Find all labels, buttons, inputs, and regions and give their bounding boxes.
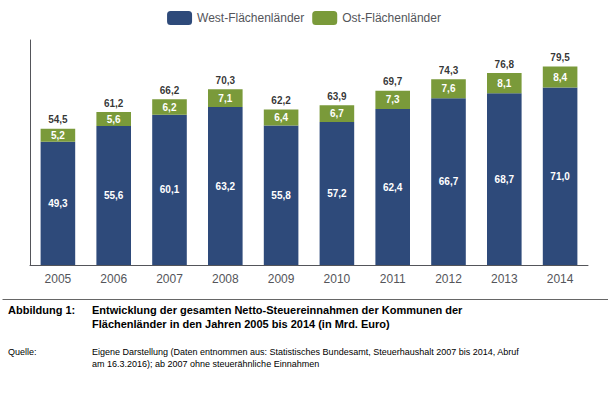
svg-text:76,8: 76,8 bbox=[495, 59, 515, 70]
svg-text:8,1: 8,1 bbox=[497, 78, 511, 89]
svg-text:6,2: 6,2 bbox=[163, 102, 177, 113]
svg-text:2006: 2006 bbox=[100, 272, 127, 286]
svg-text:2007: 2007 bbox=[156, 272, 183, 286]
svg-text:79,5: 79,5 bbox=[550, 52, 570, 63]
svg-text:66,7: 66,7 bbox=[439, 176, 459, 187]
svg-text:Flächenländer in den Jahren 20: Flächenländer in den Jahren 2005 bis 201… bbox=[92, 318, 390, 330]
svg-text:Entwicklung der gesamten Netto: Entwicklung der gesamten Netto-Steuerein… bbox=[92, 304, 463, 316]
svg-text:am 16.3.2016); ab 2007 ohne st: am 16.3.2016); ab 2007 ohne steuerähnlic… bbox=[92, 359, 319, 369]
svg-text:2009: 2009 bbox=[268, 272, 295, 286]
svg-text:68,7: 68,7 bbox=[495, 174, 515, 185]
svg-text:61,2: 61,2 bbox=[104, 98, 124, 109]
svg-text:2014: 2014 bbox=[547, 272, 574, 286]
svg-text:5,6: 5,6 bbox=[107, 114, 121, 125]
svg-text:74,3: 74,3 bbox=[439, 65, 459, 76]
svg-text:63,9: 63,9 bbox=[327, 91, 347, 102]
svg-text:8,4: 8,4 bbox=[553, 72, 567, 83]
svg-text:2005: 2005 bbox=[45, 272, 72, 286]
svg-text:5,2: 5,2 bbox=[51, 130, 65, 141]
svg-text:71,0: 71,0 bbox=[550, 171, 570, 182]
svg-text:2011: 2011 bbox=[380, 272, 406, 286]
svg-text:2013: 2013 bbox=[491, 272, 518, 286]
svg-text:7,3: 7,3 bbox=[386, 94, 400, 105]
svg-text:62,2: 62,2 bbox=[271, 95, 291, 106]
svg-text:54,5: 54,5 bbox=[48, 114, 68, 125]
svg-text:55,6: 55,6 bbox=[104, 190, 124, 201]
svg-text:66,2: 66,2 bbox=[160, 85, 180, 96]
svg-text:63,2: 63,2 bbox=[216, 181, 236, 192]
svg-text:6,7: 6,7 bbox=[330, 108, 344, 119]
svg-text:2012: 2012 bbox=[435, 272, 462, 286]
svg-text:49,3: 49,3 bbox=[48, 198, 68, 209]
svg-text:6,4: 6,4 bbox=[274, 112, 288, 123]
svg-text:57,2: 57,2 bbox=[327, 188, 347, 199]
svg-text:7,1: 7,1 bbox=[218, 93, 232, 104]
svg-text:60,1: 60,1 bbox=[160, 184, 180, 195]
svg-text:70,3: 70,3 bbox=[216, 75, 236, 86]
svg-text:2010: 2010 bbox=[324, 272, 351, 286]
svg-text:69,7: 69,7 bbox=[383, 76, 403, 87]
svg-text:55,8: 55,8 bbox=[271, 190, 291, 201]
svg-text:West-Flächenländer: West-Flächenländer bbox=[197, 11, 304, 25]
svg-text:62,4: 62,4 bbox=[383, 182, 403, 193]
svg-text:7,6: 7,6 bbox=[442, 83, 456, 94]
svg-text:Eigene Darstellung (Daten entn: Eigene Darstellung (Daten entnommen aus:… bbox=[92, 347, 519, 357]
svg-text:Ost-Flächenländer: Ost-Flächenländer bbox=[342, 11, 441, 25]
svg-text:Abbildung 1:: Abbildung 1: bbox=[8, 304, 75, 316]
svg-text:Quelle:: Quelle: bbox=[8, 347, 37, 357]
svg-text:2008: 2008 bbox=[212, 272, 239, 286]
